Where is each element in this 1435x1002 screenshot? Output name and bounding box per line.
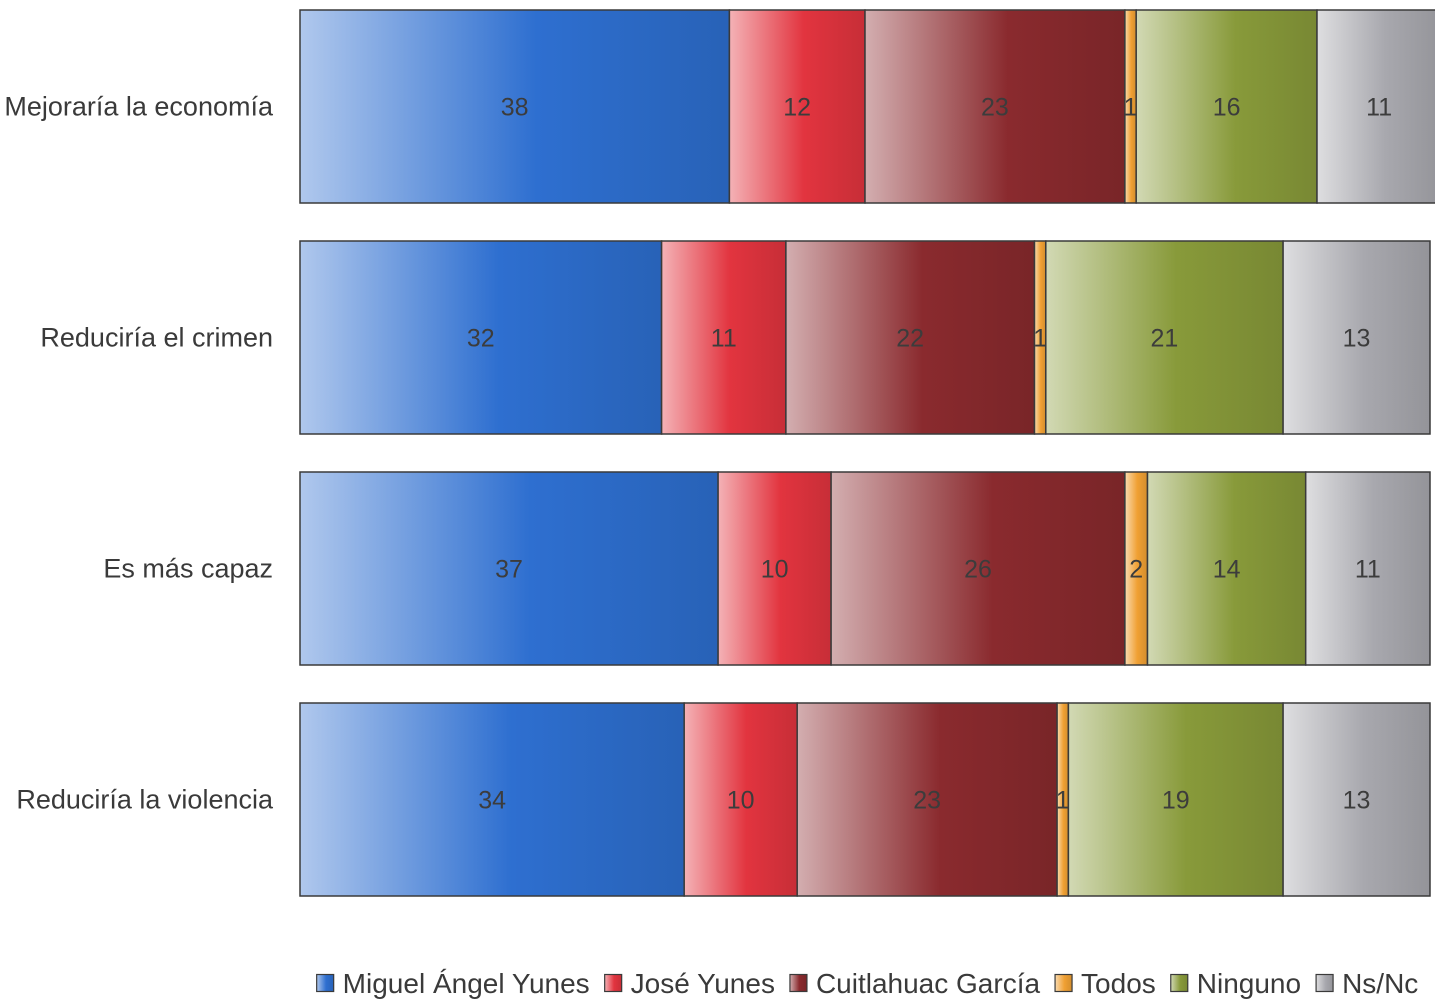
bar-segment-cuitlahuac-garcia-reduciria-la-violencia xyxy=(796,702,1058,897)
data-label-ninguno-reduciria-el-crimen: 21 xyxy=(1151,325,1179,353)
legend-item-cuitlahuac-garcia: Cuitlahuac García xyxy=(789,968,1041,999)
legend-swatch-todos xyxy=(1054,973,1073,993)
legend-label-todos: Todos xyxy=(1081,968,1156,999)
data-label-cuitlahuac-garcia-es-mas-capaz: 26 xyxy=(964,556,992,584)
bar-segment-jose-yunes-reduciria-la-violencia xyxy=(683,702,798,897)
bar-segment-ns-nc-reduciria-el-crimen xyxy=(1282,240,1431,435)
legend-label-ninguno: Ninguno xyxy=(1197,968,1301,999)
data-label-jose-yunes-mejoraria-la-economia: 12 xyxy=(783,94,811,122)
legend-item-jose-yunes: José Yunes xyxy=(604,968,775,999)
bar-segment-ninguno-reduciria-la-violencia xyxy=(1067,702,1284,897)
bar-segment-ns-nc-reduciria-la-violencia xyxy=(1282,702,1431,897)
legend-swatch-jose-yunes xyxy=(604,973,623,993)
category-labels: Mejoraría la economía Reduciría el crimen… xyxy=(4,92,274,815)
bar-segment-cuitlahuac-garcia-mejoraria-la-economia xyxy=(864,9,1126,204)
data-label-todos-reduciria-el-crimen: 1 xyxy=(1033,325,1047,353)
bar-segment-ninguno-mejoraria-la-economia xyxy=(1135,9,1318,204)
data-label-ns-nc-reduciria-el-crimen: 13 xyxy=(1343,325,1371,353)
data-label-miguel-angel-yunes-mejoraria-la-economia: 38 xyxy=(501,94,529,122)
data-label-jose-yunes-reduciria-la-violencia: 10 xyxy=(727,787,755,815)
category-label-mejoraria-la-economia: Mejoraría la economía xyxy=(4,92,274,122)
data-label-ninguno-reduciria-la-violencia: 19 xyxy=(1162,787,1190,815)
data-label-miguel-angel-yunes-reduciria-la-violencia: 34 xyxy=(478,787,506,815)
legend-item-ns-nc: Ns/Nc xyxy=(1315,968,1418,999)
category-label-es-mas-capaz: Es más capaz xyxy=(103,554,273,584)
legend: Miguel Ángel Yunes José Yunes Cuitlahuac G… xyxy=(316,968,1418,999)
legend-item-ninguno: Ninguno xyxy=(1170,968,1301,999)
bar-segment-cuitlahuac-garcia-reduciria-el-crimen xyxy=(785,240,1036,435)
bar-segment-cuitlahuac-garcia-es-mas-capaz xyxy=(830,471,1126,666)
bars-layer: 38 12 23 1 16 11 32 11 22 1 21 13 37 10 26 2 14 11 34 10 23 1… xyxy=(299,9,1435,897)
legend-label-cuitlahuac-garcia: Cuitlahuac García xyxy=(816,968,1041,999)
bar-segment-jose-yunes-mejoraria-la-economia xyxy=(728,9,866,204)
legend-item-miguel-angel-yunes: Miguel Ángel Yunes xyxy=(316,968,590,999)
bar-segment-miguel-angel-yunes-reduciria-el-crimen xyxy=(299,240,663,435)
data-label-cuitlahuac-garcia-reduciria-la-violencia: 23 xyxy=(913,787,941,815)
data-label-jose-yunes-reduciria-el-crimen: 11 xyxy=(711,325,737,353)
data-label-cuitlahuac-garcia-reduciria-el-crimen: 22 xyxy=(896,325,924,353)
bar-segment-jose-yunes-reduciria-el-crimen xyxy=(660,240,787,435)
legend-label-jose-yunes: José Yunes xyxy=(631,968,775,999)
legend-swatch-ns-nc xyxy=(1315,973,1334,993)
bar-segment-miguel-angel-yunes-es-mas-capaz xyxy=(299,471,719,666)
legend-swatch-cuitlahuac-garcia xyxy=(789,973,808,993)
data-label-ninguno-mejoraria-la-economia: 16 xyxy=(1213,94,1241,122)
data-label-miguel-angel-yunes-reduciria-el-crimen: 32 xyxy=(467,325,495,353)
legend-item-todos: Todos xyxy=(1054,968,1156,999)
bar-segment-ninguno-es-mas-capaz xyxy=(1146,471,1307,666)
bar-segment-jose-yunes-es-mas-capaz xyxy=(717,471,832,666)
data-label-todos-reduciria-la-violencia: 1 xyxy=(1056,787,1070,815)
legend-label-miguel-angel-yunes: Miguel Ángel Yunes xyxy=(343,968,590,999)
bar-segment-miguel-angel-yunes-mejoraria-la-economia xyxy=(299,9,731,204)
category-label-reduciria-la-violencia: Reduciría la violencia xyxy=(16,785,274,815)
data-label-todos-mejoraria-la-economia: 1 xyxy=(1124,94,1138,122)
data-label-ninguno-es-mas-capaz: 14 xyxy=(1213,556,1241,584)
data-label-ns-nc-reduciria-la-violencia: 13 xyxy=(1343,787,1371,815)
legend-label-ns-nc: Ns/Nc xyxy=(1342,968,1418,999)
data-label-todos-es-mas-capaz: 2 xyxy=(1129,556,1143,584)
data-label-cuitlahuac-garcia-mejoraria-la-economia: 23 xyxy=(981,94,1009,122)
data-label-ns-nc-mejoraria-la-economia: 11 xyxy=(1366,94,1392,122)
data-label-jose-yunes-es-mas-capaz: 10 xyxy=(761,556,789,584)
legend-swatch-ninguno xyxy=(1170,973,1189,993)
category-label-reduciria-el-crimen: Reduciría el crimen xyxy=(40,323,273,353)
data-label-miguel-angel-yunes-es-mas-capaz: 37 xyxy=(495,556,523,584)
data-label-ns-nc-es-mas-capaz: 11 xyxy=(1355,556,1381,584)
bar-segment-ns-nc-es-mas-capaz xyxy=(1304,471,1431,666)
legend-swatch-miguel-angel-yunes xyxy=(316,973,335,993)
bar-segment-ns-nc-mejoraria-la-economia xyxy=(1316,9,1435,204)
bar-segment-ninguno-reduciria-el-crimen xyxy=(1045,240,1284,435)
